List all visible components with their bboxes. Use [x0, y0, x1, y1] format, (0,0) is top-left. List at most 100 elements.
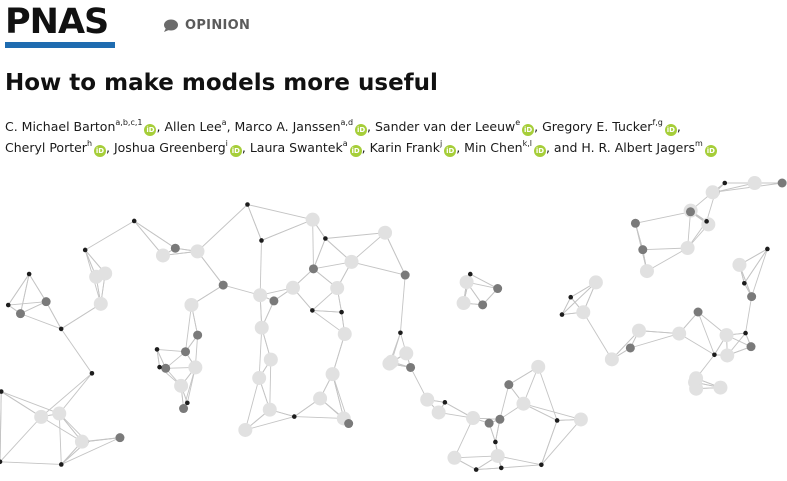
network-edge: [156, 349, 161, 368]
network-edge: [84, 220, 135, 251]
author-name[interactable]: Laura Swantek: [249, 140, 343, 155]
network-edge: [40, 372, 93, 418]
author-name[interactable]: H. R. Albert Jagers: [581, 140, 696, 155]
orcid-icon[interactable]: iD: [94, 145, 107, 157]
network-edge: [7, 273, 30, 306]
network-edge: [261, 219, 313, 241]
network-edge: [470, 273, 498, 289]
network-node: [157, 364, 162, 370]
network-node: [93, 296, 108, 311]
orcid-icon[interactable]: iD: [144, 124, 157, 136]
network-node: [58, 462, 64, 467]
network-edge: [537, 366, 558, 421]
network-node: [330, 281, 345, 296]
author-name[interactable]: Min Chen: [464, 140, 523, 155]
author-separator: ,: [241, 140, 250, 155]
journal-logo[interactable]: PNAS: [5, 2, 109, 42]
network-node: [689, 371, 704, 386]
network-node: [630, 218, 640, 228]
author-separator: ,: [534, 119, 543, 134]
network-node: [638, 245, 648, 255]
network-node: [5, 302, 11, 308]
network-node: [34, 409, 49, 424]
author-separator: ,: [367, 119, 375, 134]
network-node: [161, 363, 171, 373]
network-edge: [697, 311, 715, 355]
author-name[interactable]: C. Michael Barton: [5, 119, 116, 134]
network-node: [82, 247, 88, 253]
network-node: [115, 433, 125, 443]
network-edge: [20, 301, 47, 315]
author-item: Joshua GreenbergiiD: [113, 140, 242, 157]
network-node: [495, 414, 505, 424]
author-affiliation: j: [439, 139, 443, 148]
network-edge: [501, 464, 542, 469]
network-edge: [312, 219, 314, 269]
author-name[interactable]: Sander van der Leeuw: [375, 119, 516, 134]
network-node: [456, 296, 471, 311]
network-node: [431, 405, 446, 420]
network-node: [399, 346, 414, 361]
network-node: [58, 326, 64, 332]
network-edge: [247, 204, 313, 221]
orcid-icon[interactable]: iD: [349, 145, 362, 157]
network-node: [777, 178, 787, 188]
author-name[interactable]: Cheryl Porter: [5, 140, 87, 155]
network-node: [245, 202, 250, 207]
network-node: [184, 297, 199, 312]
author-affiliation: a,b,c,1: [115, 118, 143, 127]
author-affiliation: a: [342, 139, 348, 148]
network-node: [26, 271, 32, 277]
author-separator: ,: [226, 119, 235, 134]
author-separator: ,: [676, 119, 681, 134]
author-affiliation: k,l: [522, 139, 532, 148]
author-name[interactable]: Gregory E. Tucker: [542, 119, 653, 134]
orcid-icon[interactable]: iD: [229, 145, 242, 157]
network-edge: [715, 182, 783, 193]
network-node: [291, 414, 297, 419]
network-node: [631, 323, 646, 338]
network-node: [493, 284, 503, 294]
network-node: [382, 356, 397, 371]
author-affiliation: m: [695, 139, 703, 148]
network-node: [732, 257, 747, 272]
network-edge: [133, 220, 176, 249]
network-node: [539, 462, 544, 468]
network-edge: [60, 328, 93, 374]
orcid-icon[interactable]: iD: [664, 124, 677, 136]
network-node: [712, 352, 717, 358]
network-node: [131, 218, 137, 224]
network-node: [473, 467, 479, 472]
network-edge: [476, 467, 502, 471]
network-node: [170, 243, 180, 253]
network-node: [252, 371, 267, 386]
orcid-icon[interactable]: iD: [533, 145, 546, 157]
network-node: [705, 185, 720, 200]
network-node: [406, 362, 416, 372]
network-node: [746, 342, 756, 352]
author-item: Gregory E. Tuckerf,giD: [542, 119, 677, 136]
network-edge: [258, 327, 263, 379]
network-edge: [20, 313, 62, 330]
network-node: [89, 269, 104, 284]
network-node: [466, 411, 481, 426]
network-node: [89, 371, 95, 376]
orcid-icon[interactable]: iD: [355, 124, 368, 136]
orcid-icon[interactable]: iD: [522, 124, 535, 136]
author-name[interactable]: Allen Lee: [164, 119, 222, 134]
author-name[interactable]: Joshua Greenberg: [113, 140, 226, 155]
network-node: [337, 327, 352, 342]
network-edge: [294, 416, 344, 419]
orcid-icon[interactable]: iD: [444, 145, 457, 157]
author-item: H. R. Albert JagersmiD: [581, 139, 717, 157]
author-name[interactable]: Karin Frank: [369, 140, 440, 155]
network-node: [263, 352, 278, 367]
author-name[interactable]: Marco A. Janssen: [234, 119, 341, 134]
network-node: [722, 180, 728, 186]
network-node: [531, 359, 546, 374]
author-separator: ,: [456, 140, 465, 155]
network-node: [693, 307, 703, 317]
network-node: [259, 238, 264, 243]
orcid-icon[interactable]: iD: [704, 145, 717, 157]
author-item: Allen Leea: [164, 119, 226, 135]
